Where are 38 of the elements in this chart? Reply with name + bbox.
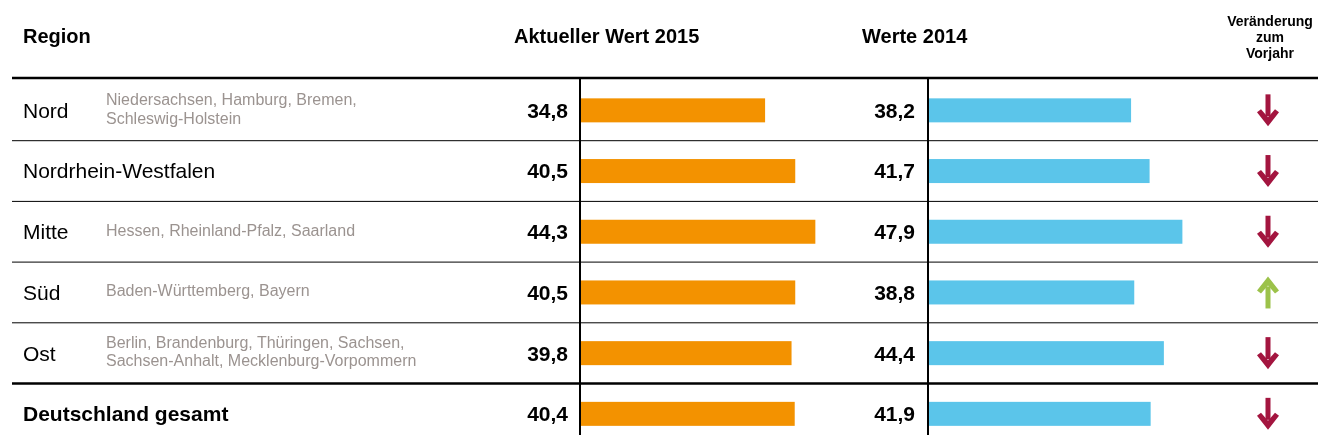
data-label: 41,7: [874, 159, 915, 183]
bar: [581, 280, 796, 305]
chart-title: Werte 2014: [862, 25, 969, 47]
chart-title: Aktueller Wert 2015: [514, 25, 700, 47]
bar: [929, 341, 1164, 366]
bar: [929, 401, 1151, 426]
text: Baden-Württemberg, Bayern: [106, 282, 310, 300]
data-label: 39,8: [527, 341, 569, 365]
bar: [581, 341, 792, 366]
y-tick-label: Nord: [23, 98, 69, 122]
text: Hessen, Rheinland-Pfalz, Saarland: [106, 221, 356, 239]
y-tick-label: Süd: [23, 280, 61, 304]
bar: [929, 219, 1183, 244]
data-label: 34,8: [527, 98, 569, 122]
data-label: 40,5: [527, 280, 569, 304]
bar: [929, 98, 1132, 123]
data-label: 41,9: [874, 402, 915, 426]
y-tick-label: Mitte: [23, 220, 69, 244]
data-label: 40,4: [527, 402, 569, 426]
y-tick-label: Ost: [23, 341, 56, 365]
y-tick-label: Deutschland gesamt: [23, 402, 229, 426]
data-label: 40,5: [527, 159, 569, 183]
text: Berlin, Brandenburg, Thüringen, Sachsen, Sachsen-Anhalt, Mecklenburg-Vorpommern: [106, 334, 417, 370]
bar: [929, 280, 1135, 305]
y-axis-title: Region: [23, 25, 91, 47]
bar: [581, 98, 766, 123]
data-label: 47,9: [874, 220, 915, 244]
text: Niedersachsen, Hamburg, Bremen, Schleswig-Holstein: [106, 91, 357, 127]
bar: [581, 219, 816, 244]
text: Veränderung zum Vorjahr: [1227, 13, 1313, 62]
bar: [581, 159, 796, 184]
data-label: 38,2: [874, 98, 915, 122]
bar: [581, 401, 795, 426]
data-label: 44,3: [527, 220, 568, 244]
y-tick-label: Nordrhein-Westfalen: [23, 159, 216, 183]
data-label: 44,4: [874, 341, 916, 365]
data-label: 38,8: [874, 280, 916, 304]
bar: [929, 159, 1150, 184]
